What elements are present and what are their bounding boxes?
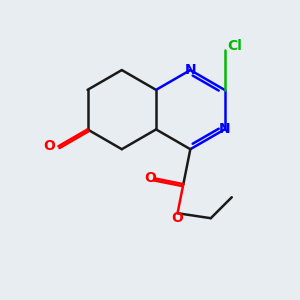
- Text: O: O: [172, 211, 184, 225]
- Text: O: O: [144, 171, 156, 185]
- Text: Cl: Cl: [227, 39, 242, 53]
- Text: N: N: [219, 122, 230, 136]
- Text: O: O: [44, 139, 56, 153]
- Text: N: N: [184, 63, 196, 77]
